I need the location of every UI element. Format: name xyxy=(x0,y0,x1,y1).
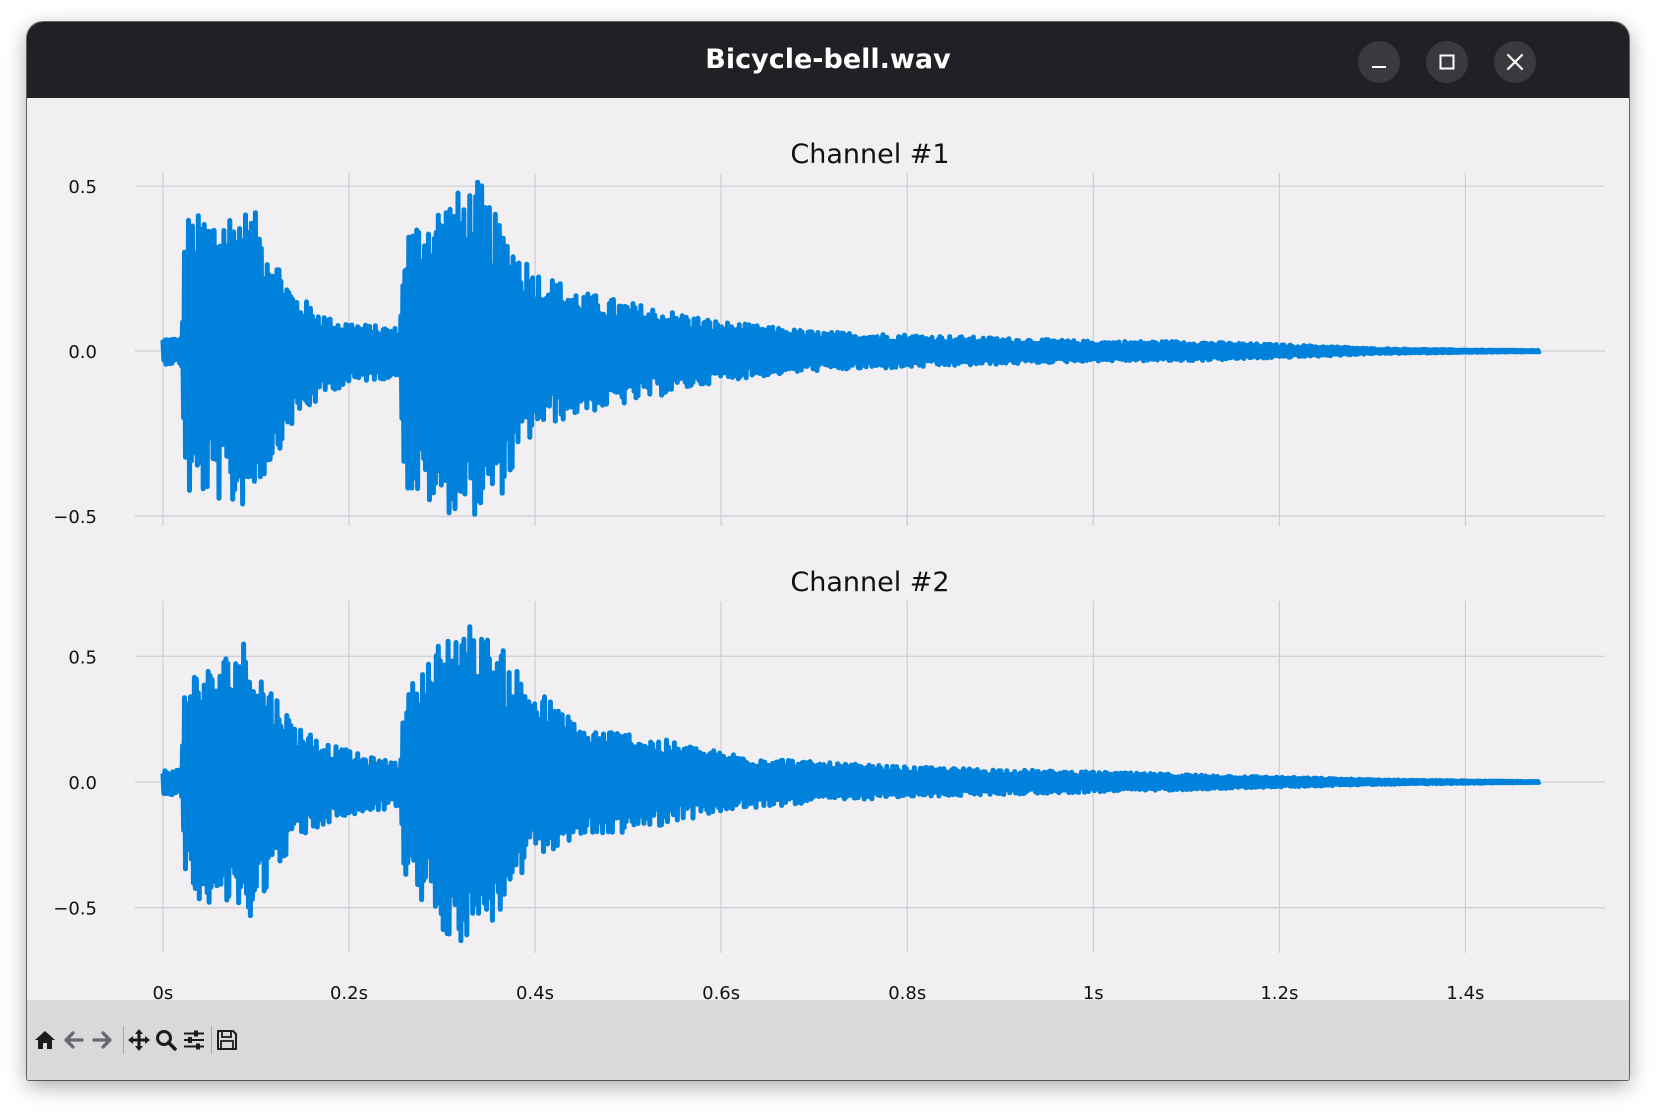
y-tick-label: 0.0 xyxy=(68,342,97,363)
y-tick-label: 0.5 xyxy=(68,177,97,198)
x-tick-label: 0.4s xyxy=(516,983,554,1002)
home-icon xyxy=(35,1031,55,1049)
waveform-line xyxy=(160,179,1542,517)
y-tick-label: −0.5 xyxy=(53,507,97,528)
home-button[interactable] xyxy=(32,1027,58,1053)
toolbar-separator xyxy=(211,1026,212,1054)
subplot-title: Channel #2 xyxy=(790,567,949,598)
x-tick-label: 0s xyxy=(152,983,173,1002)
x-tick-label: 1.2s xyxy=(1260,983,1298,1002)
floppy-disk-icon xyxy=(217,1030,237,1050)
y-tick-label: 0.5 xyxy=(68,647,97,668)
minimize-icon xyxy=(1372,66,1386,68)
navigation-toolbar xyxy=(27,1000,1629,1080)
figure-canvas[interactable]: Channel #1 0.5 0.0 −0.5 Channel #2 0.5 0.0 −0.5… xyxy=(27,98,1629,1004)
x-tick-label: 0.6s xyxy=(702,983,740,1002)
back-button[interactable] xyxy=(61,1027,87,1053)
zoom-button[interactable] xyxy=(153,1027,179,1053)
magnifier-icon xyxy=(156,1030,177,1051)
x-tick-label: 1.4s xyxy=(1446,983,1484,1002)
x-tick-label: 0.8s xyxy=(888,983,926,1002)
y-tick-label: 0.0 xyxy=(68,773,97,794)
move-icon xyxy=(128,1029,150,1051)
arrow-right-icon xyxy=(92,1031,112,1049)
title-bar[interactable]: Bicycle-bell.wav xyxy=(27,22,1629,98)
window-title: Bicycle-bell.wav xyxy=(705,44,951,75)
close-button[interactable] xyxy=(1494,41,1536,83)
minimize-button[interactable] xyxy=(1358,41,1400,83)
sliders-icon xyxy=(184,1030,204,1050)
subplot-title: Channel #1 xyxy=(790,139,949,170)
maximize-icon xyxy=(1439,54,1455,70)
maximize-button[interactable] xyxy=(1426,41,1468,83)
app-window: Bicycle-bell.wav Channel #1 0.5 0.0 −0.5 Cha… xyxy=(27,22,1629,1080)
pan-button[interactable] xyxy=(126,1027,152,1053)
close-icon xyxy=(1506,53,1524,71)
configure-subplots-button[interactable] xyxy=(181,1027,207,1053)
x-tick-label: 1s xyxy=(1083,983,1104,1002)
waveform-line xyxy=(160,624,1542,944)
x-tick-label: 0.2s xyxy=(330,983,368,1002)
waveform-figure: Channel #1 0.5 0.0 −0.5 Channel #2 0.5 0.0 −0.5… xyxy=(53,139,1605,1004)
save-button[interactable] xyxy=(214,1027,240,1053)
y-tick-label: −0.5 xyxy=(53,899,97,920)
subplot-channel-1: Channel #1 0.5 0.0 −0.5 xyxy=(53,139,1605,528)
subplot-channel-2: Channel #2 0.5 0.0 −0.5 0s 0.2s 0.4s 0.6s 0.8s 1s… xyxy=(53,567,1605,1004)
forward-button[interactable] xyxy=(89,1027,115,1053)
arrow-left-icon xyxy=(64,1031,84,1049)
toolbar-separator xyxy=(123,1026,124,1054)
